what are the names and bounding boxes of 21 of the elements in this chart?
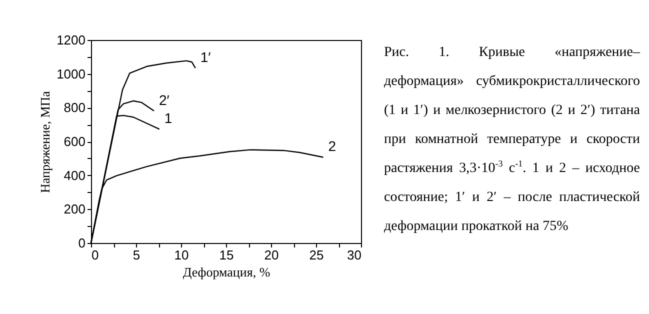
x-tick-label: 30	[347, 248, 362, 262]
text: Рис. 1. Кривые «напряжение–деформация» субмикрокристаллического (1 и 1′) и мелкозернистого (2 и 2′) титана при комнатной температуре и скорости растяжения 3,3·10$^{-3}$ с$^{-1}$. 1 и 2 – исходное состояние; 1′ и 2′ – после пластической деформации прокаткой на 75%	[384, 45, 640, 234]
series-label: 2	[328, 138, 336, 154]
y-axis-title: Напряжение, МПа	[38, 90, 53, 193]
y-tick-label: 600	[64, 134, 86, 149]
y-tick-label: 400	[64, 168, 86, 183]
y-tick-label: 1000	[56, 66, 86, 82]
x-tick-label: 20	[264, 248, 279, 262]
x-tick-label: 0	[92, 248, 99, 262]
y-tick-label: 0	[78, 236, 86, 250]
series-label: 1′	[200, 49, 212, 66]
x-tick-label: 25	[309, 248, 324, 262]
y-tick-label: 800	[64, 100, 86, 116]
x-axis-title: Деформация, %	[182, 264, 270, 280]
series-label: 1	[164, 110, 172, 126]
y-tick-label: 200	[64, 202, 86, 217]
x-tick-label: 5	[132, 248, 140, 262]
x-tick-label: 15	[219, 248, 234, 262]
series-label: 2′	[159, 92, 170, 108]
y-tick-label: 1200	[56, 32, 86, 48]
x-tick-label: 10	[174, 248, 189, 262]
